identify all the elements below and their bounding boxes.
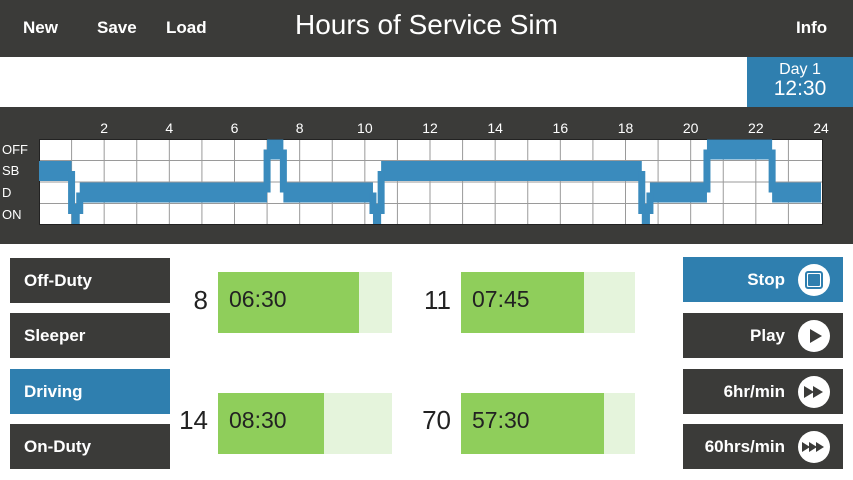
fast-forward-icon (798, 376, 830, 408)
driving-button[interactable]: Driving (10, 369, 170, 414)
clock-11-time: 07:45 (472, 286, 530, 312)
save-button[interactable]: Save (97, 18, 137, 37)
fast-forward-label: 6hr/min (723, 382, 785, 401)
hour-tick-label: 10 (357, 120, 373, 136)
clock-14-bar: 08:30 (218, 393, 392, 454)
load-button[interactable]: Load (166, 18, 207, 37)
day-label: Day 1 (779, 61, 821, 78)
row-label-on: ON (2, 207, 22, 222)
hour-tick-label: 4 (165, 120, 174, 136)
clock-8-fill (218, 272, 360, 333)
log-grid (39, 139, 823, 225)
faster-forward-button[interactable]: 60hrs/min (683, 424, 843, 469)
clock-70-time: 57:30 (472, 407, 530, 433)
stop-icon (798, 264, 830, 296)
hour-tick-label: 6 (230, 120, 239, 136)
clock-8-bar: 06:30 (218, 272, 392, 333)
clock-70-fill (461, 393, 604, 454)
hour-tick-label: 2 (100, 120, 109, 136)
hour-tick-label: 20 (682, 120, 699, 136)
grid-border (39, 139, 823, 225)
clock-8-label: 8 (193, 285, 208, 315)
hour-tick-label: 16 (552, 120, 569, 136)
info-button[interactable]: Info (796, 18, 828, 37)
play-label: Play (750, 326, 785, 345)
hour-tick-label: 12 (422, 120, 438, 136)
hour-tick-label: 14 (487, 120, 503, 136)
on-duty-button[interactable]: On-Duty (10, 424, 170, 469)
hour-tick-label: 22 (748, 120, 764, 136)
sleeper-button[interactable]: Sleeper (10, 313, 170, 358)
clock-70-label: 70 (422, 405, 451, 435)
day-time: 12:30 (773, 77, 827, 100)
stop-button[interactable]: Stop (683, 257, 843, 302)
stop-label: Stop (747, 270, 785, 289)
log-graph: 2 4 6 8 10 12 14 16 18 20 22 24 OFF SB D ON (0, 107, 853, 244)
clock-14-time: 08:30 (229, 407, 287, 433)
hour-tick-label: 8 (295, 120, 304, 136)
top-bar: New Save Load Hours of Service Sim Info (0, 0, 853, 57)
play-icon (798, 320, 830, 352)
faster-forward-label: 60hrs/min (704, 437, 785, 456)
clock-70-bar: 57:30 (461, 393, 635, 454)
new-button[interactable]: New (23, 18, 58, 37)
day-indicator: Day 1 12:30 (747, 57, 853, 107)
clock-11-bar: 07:45 (461, 272, 635, 333)
clock-11-label: 11 (424, 285, 451, 315)
hour-tick-label: 24 (813, 120, 829, 136)
play-button[interactable]: Play (683, 313, 843, 358)
clock-14-fill (218, 393, 324, 454)
row-label-off: OFF (2, 142, 28, 157)
row-label-d: D (2, 185, 12, 200)
hour-tick-label: 18 (617, 120, 634, 136)
clock-11-fill (461, 272, 584, 333)
clock-8-time: 06:30 (229, 286, 287, 312)
faster-forward-icon (798, 431, 830, 463)
off-duty-button[interactable]: Off-Duty (10, 258, 170, 303)
row-label-sb: SB (2, 163, 20, 178)
clock-14-label: 14 (179, 405, 208, 435)
fast-forward-button[interactable]: 6hr/min (683, 369, 843, 414)
